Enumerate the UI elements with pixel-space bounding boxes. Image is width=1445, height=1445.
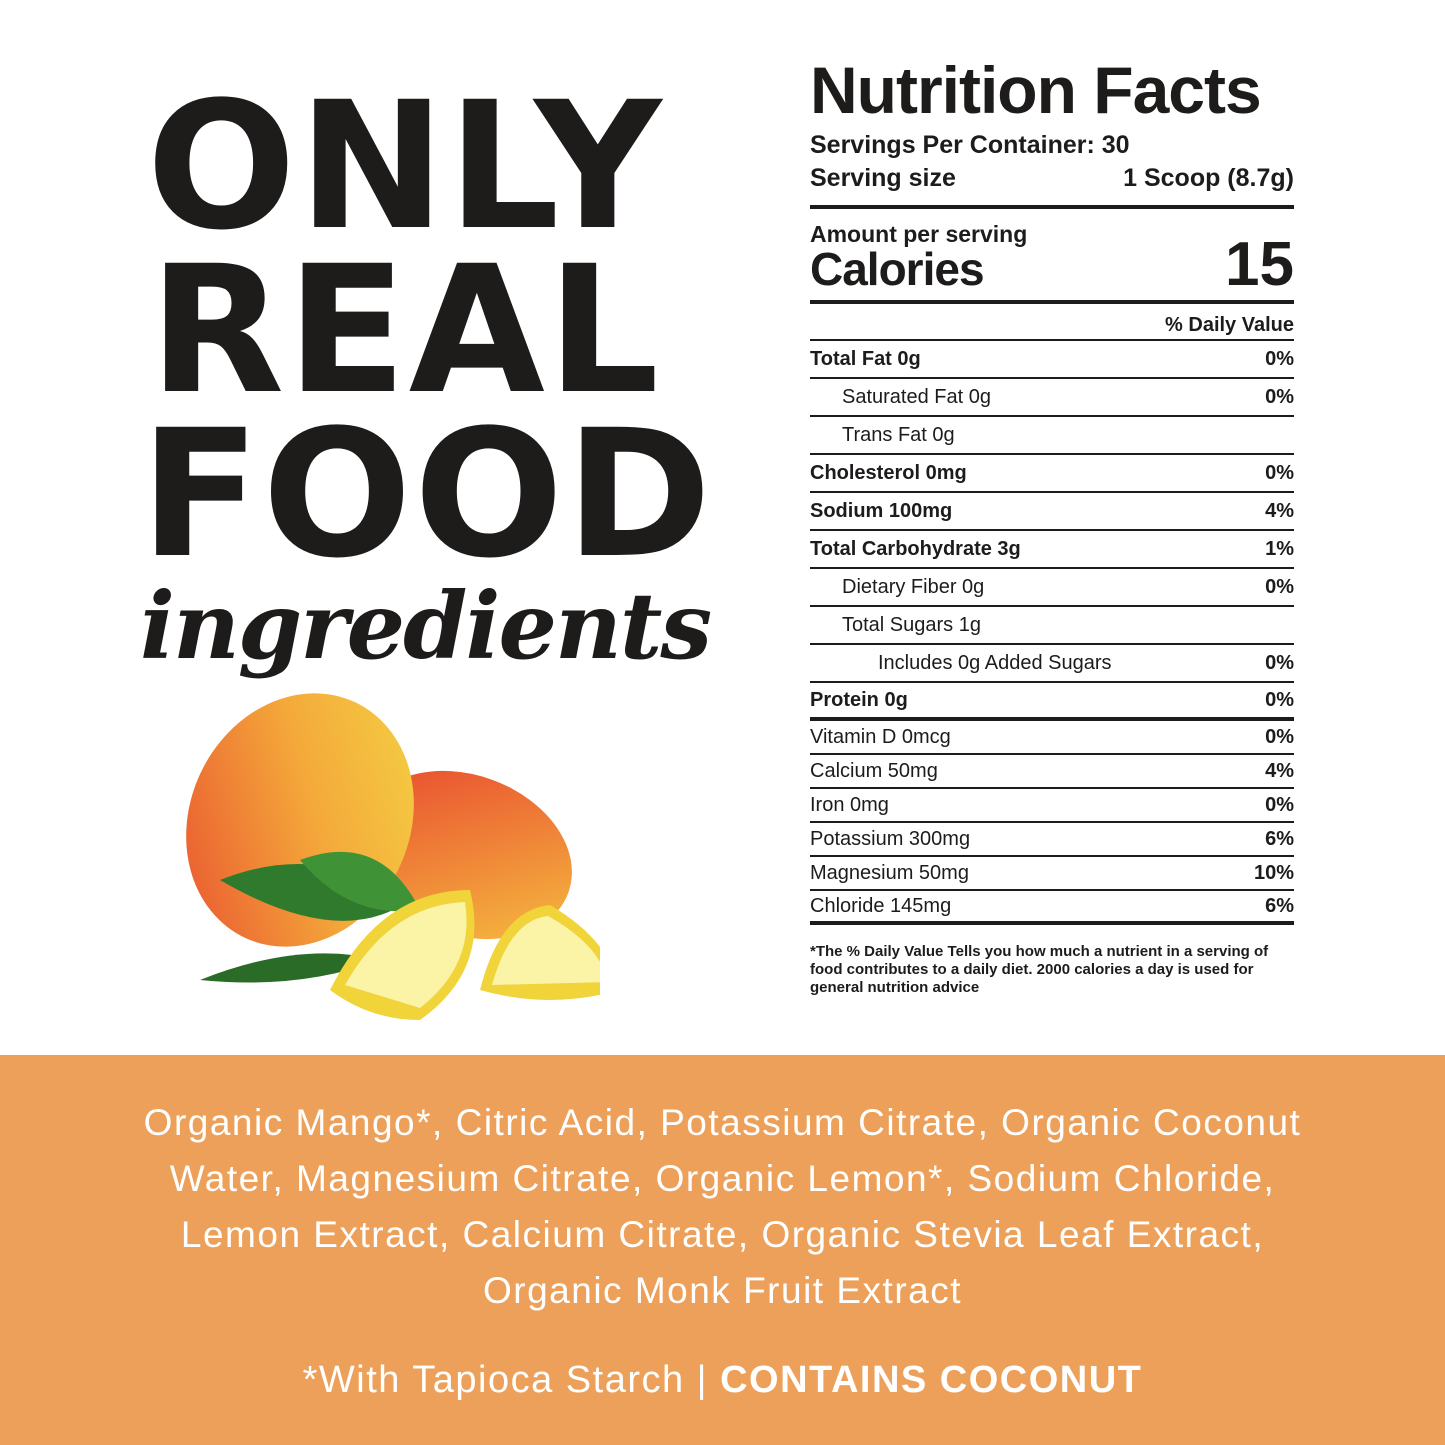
daily-value-header: % Daily Value <box>810 304 1294 341</box>
nutrient-row: Cholesterol 0mg 0% <box>810 455 1294 493</box>
headline-ingredients: ingredients <box>140 572 712 680</box>
vitamin-daily-value: 6% <box>1265 894 1294 917</box>
vitamin-label: Magnesium 50mg <box>810 861 969 884</box>
vitamin-daily-value: 4% <box>1265 759 1294 782</box>
vitamin-row: Potassium 300mg 6% <box>810 823 1294 857</box>
headline-real: REAL <box>148 228 662 433</box>
vitamin-daily-value: 6% <box>1265 827 1294 850</box>
nutrient-row: Protein 0g 0% <box>810 683 1294 721</box>
amount-per-serving: Amount per serving <box>810 221 1028 247</box>
nutrient-row: Dietary Fiber 0g 0% <box>810 569 1294 607</box>
nutrient-daily-value: 1% <box>1265 537 1294 560</box>
nutrient-daily-value: 0% <box>1265 461 1294 484</box>
vitamin-row: Chloride 145mg 6% <box>810 891 1294 925</box>
vitamin-daily-value: 0% <box>1265 793 1294 816</box>
nutrient-daily-value: 0% <box>1265 651 1294 674</box>
nutrient-row: Total Carbohydrate 3g 1% <box>810 531 1294 569</box>
nutrient-daily-value: 0% <box>1265 385 1294 408</box>
vitamin-label: Chloride 145mg <box>810 894 952 917</box>
nutrition-title: Nutrition Facts <box>810 53 1262 127</box>
ingredients-list: Organic Mango*, Citric Acid, Potassium C… <box>143 1102 1302 1311</box>
vitamin-row: Calcium 50mg 4% <box>810 755 1294 789</box>
calories-value: 15 <box>1225 230 1294 299</box>
vitamin-daily-value: 10% <box>1253 861 1294 884</box>
vitamin-label: Potassium 300mg <box>810 827 971 850</box>
nutrient-daily-value: 0% <box>1265 688 1294 711</box>
nutrient-row: Includes 0g Added Sugars 0% <box>810 645 1294 683</box>
nutrient-row: Trans Fat 0g <box>810 417 1294 455</box>
servings-per-container: Servings Per Container: 30 <box>810 131 1130 159</box>
serving-size-label: Serving size <box>810 164 956 192</box>
headline-only: ONLY <box>146 64 664 269</box>
vitamin-label: Calcium 50mg <box>810 759 938 782</box>
nutrient-label: Cholesterol 0mg <box>810 461 967 484</box>
vitamin-daily-value: 0% <box>1265 725 1294 748</box>
vitamin-label: Iron 0mg <box>810 793 889 816</box>
nutrient-daily-value: 0% <box>1265 347 1294 370</box>
allergen-warning: CONTAINS COCONUT <box>720 1359 1143 1401</box>
nutrient-label: Trans Fat 0g <box>842 423 955 446</box>
nutrient-row: Total Sugars 1g <box>810 607 1294 645</box>
nutrient-label: Protein 0g <box>810 688 908 711</box>
calories-label: Calories <box>810 243 985 295</box>
nutrient-daily-value: 0% <box>1265 575 1294 598</box>
nutrition-facts-panel: Nutrition Facts Servings Per Container: … <box>810 55 1294 997</box>
ingredients-band: Organic Mango*, Citric Acid, Potassium C… <box>0 1055 1445 1445</box>
vitamin-label: Vitamin D 0mcg <box>810 725 951 748</box>
headline-food: FOOD <box>140 392 714 597</box>
nutrient-daily-value: 4% <box>1265 499 1294 522</box>
headline: ONLY REAL FOOD ingredients <box>140 64 714 681</box>
mango-lemon-image <box>186 693 600 1020</box>
nutrient-row: Saturated Fat 0g 0% <box>810 379 1294 417</box>
serving-size-row: Serving size 1 Scoop (8.7g) <box>810 164 1294 209</box>
serving-size-value: 1 Scoop (8.7g) <box>1123 164 1294 192</box>
nutrient-row: Sodium 100mg 4% <box>810 493 1294 531</box>
nutrient-label: Includes 0g Added Sugars <box>878 651 1112 674</box>
nutrient-label: Total Carbohydrate 3g <box>810 537 1021 560</box>
calories-row: Calories 15 <box>810 234 1294 304</box>
nutrient-row: Total Fat 0g 0% <box>810 341 1294 379</box>
nutrient-label: Total Sugars 1g <box>842 613 981 636</box>
ingredients-note: *With Tapioca Starch | CONTAINS COCONUT <box>0 1359 1445 1402</box>
vitamin-row: Magnesium 50mg 10% <box>810 857 1294 891</box>
nutrient-label: Saturated Fat 0g <box>842 385 991 408</box>
vitamin-row: Iron 0mg 0% <box>810 789 1294 823</box>
nutrient-label: Dietary Fiber 0g <box>842 575 985 598</box>
footnote: *The % Daily Value Tells you how much a … <box>810 943 1269 996</box>
nutrient-label: Sodium 100mg <box>810 499 953 522</box>
tapioca-note: *With Tapioca Starch | <box>302 1359 721 1401</box>
nutrient-label: Total Fat 0g <box>810 347 921 370</box>
vitamin-row: Vitamin D 0mcg 0% <box>810 721 1294 755</box>
